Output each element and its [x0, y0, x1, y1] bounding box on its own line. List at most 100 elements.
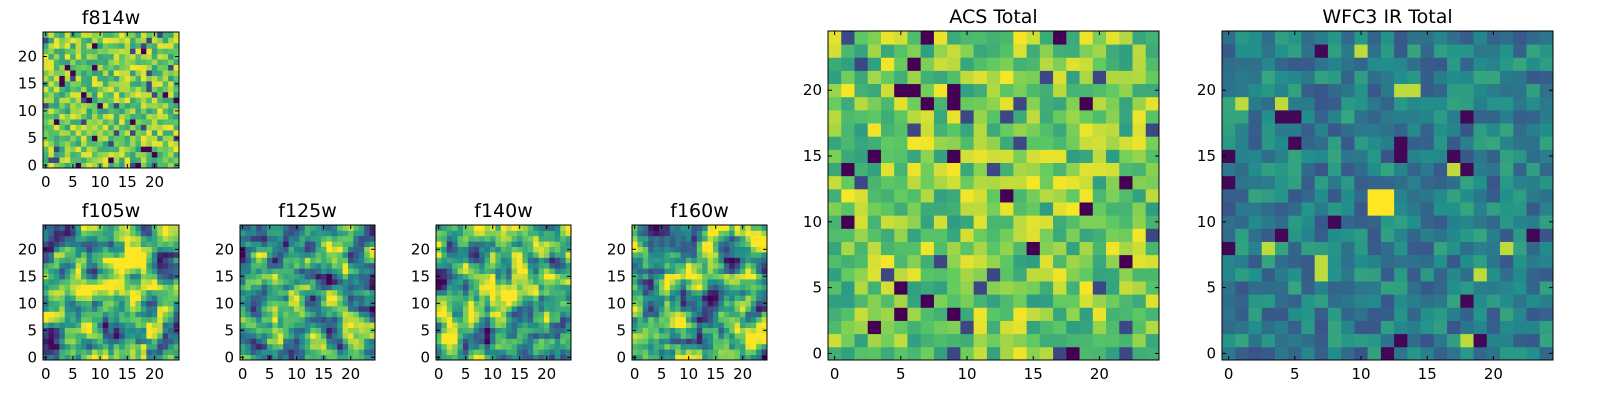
heatmap-cell — [1447, 109, 1461, 124]
heatmap-cell — [353, 268, 360, 274]
heatmap-cell — [1354, 294, 1369, 308]
heatmap-cell — [441, 279, 448, 285]
heatmap-cell — [288, 262, 295, 269]
heatmap-cell — [702, 333, 708, 339]
heatmap-cell — [457, 241, 464, 247]
heatmap-cell — [1500, 188, 1514, 203]
heatmap-cell — [1407, 215, 1421, 229]
heatmap-cell — [1053, 96, 1067, 111]
heatmap-cell — [53, 262, 60, 269]
heatmap-cell — [1261, 228, 1276, 242]
heatmap-cell — [168, 140, 174, 147]
heatmap-cell — [1053, 123, 1067, 137]
heatmap-cell — [331, 354, 338, 361]
heatmap-cell — [75, 108, 82, 114]
heatmap-cell — [321, 311, 327, 318]
heatmap-cell — [680, 306, 687, 312]
heatmap-cell — [353, 252, 360, 258]
heatmap-cell — [299, 241, 306, 247]
heatmap-cell — [723, 316, 730, 323]
heatmap-cell — [348, 230, 354, 237]
heatmap-cell — [1433, 307, 1448, 321]
heatmap-cell — [321, 295, 327, 301]
heatmap-cell — [358, 295, 365, 301]
heatmap-cell — [490, 262, 496, 269]
heatmap-cell — [272, 354, 279, 361]
heatmap-cell — [162, 273, 169, 280]
heatmap-cell — [342, 273, 349, 280]
heatmap-cell — [97, 311, 104, 318]
heatmap-cell — [479, 225, 485, 231]
heatmap-cell — [1407, 281, 1421, 295]
heatmap-cell — [81, 32, 87, 38]
heatmap-cell — [130, 230, 136, 237]
heatmap-cell — [102, 262, 109, 269]
heatmap-cell — [1420, 254, 1435, 269]
heatmap-cell — [718, 225, 725, 231]
heatmap-cell — [124, 295, 131, 301]
heatmap-cell — [1473, 162, 1488, 177]
heatmap-cell — [1013, 241, 1027, 256]
heatmap-cell — [43, 151, 49, 158]
heatmap-cell — [119, 316, 125, 323]
heatmap-cell — [1420, 241, 1435, 256]
heatmap-cell — [342, 252, 349, 258]
heatmap-cell — [1341, 109, 1355, 124]
heatmap-cell — [702, 273, 708, 280]
heatmap-cell — [933, 83, 948, 98]
heatmap-cell — [675, 333, 681, 339]
heatmap-cell — [544, 246, 550, 253]
heatmap-cell — [560, 225, 566, 231]
heatmap-cell — [723, 279, 730, 285]
heatmap-cell — [756, 257, 762, 264]
heatmap-cell — [1341, 215, 1355, 229]
heatmap-cell — [86, 102, 93, 109]
heatmap-cell — [642, 289, 649, 296]
heatmap-cell — [53, 295, 60, 301]
heatmap-cell — [468, 295, 475, 301]
heatmap-cell — [522, 268, 529, 274]
heatmap-cell — [500, 235, 507, 242]
heatmap-cell — [750, 349, 757, 355]
heatmap-cell — [86, 322, 93, 328]
heatmap-cell — [102, 59, 109, 66]
heatmap-cell — [734, 354, 741, 361]
heatmap-cell — [157, 316, 164, 323]
heatmap-cell — [1367, 83, 1382, 98]
heatmap-cell — [1327, 281, 1342, 295]
heatmap-cell — [565, 257, 572, 264]
heatmap-cell — [1314, 31, 1329, 45]
heatmap-cell — [1314, 333, 1329, 348]
heatmap-cell — [364, 279, 370, 285]
heatmap-cell — [560, 338, 566, 345]
heatmap-cell — [1235, 333, 1249, 348]
heatmap-cell — [511, 246, 518, 253]
heatmap-cell — [1261, 96, 1276, 111]
heatmap-cell — [495, 230, 502, 237]
heatmap-cell — [973, 228, 988, 242]
heatmap-cell — [151, 80, 158, 87]
heatmap-cell — [1486, 83, 1501, 98]
heatmap-cell — [549, 230, 556, 237]
heatmap-cell — [1486, 44, 1501, 58]
heatmap-cell — [1407, 149, 1421, 163]
heatmap-cell — [326, 225, 333, 231]
heatmap-cell — [653, 241, 660, 247]
heatmap-cell — [1039, 70, 1054, 85]
heatmap-cell — [511, 316, 518, 323]
heatmap-cell — [113, 119, 120, 125]
heatmap-cell — [841, 346, 855, 361]
heatmap-cell — [1420, 188, 1435, 203]
heatmap-cell — [457, 333, 464, 339]
heatmap-cell — [64, 75, 71, 82]
heatmap-cell — [140, 135, 147, 142]
heatmap-cell — [91, 151, 98, 158]
heatmap-cell — [933, 294, 948, 308]
heatmap-cell — [108, 273, 115, 280]
heatmap-cell — [729, 343, 735, 350]
heatmap-cell — [560, 241, 566, 247]
heatmap-cell — [1500, 162, 1514, 177]
heatmap-cell — [48, 354, 55, 361]
heatmap-cell — [933, 346, 948, 361]
heatmap-cell — [173, 146, 180, 153]
